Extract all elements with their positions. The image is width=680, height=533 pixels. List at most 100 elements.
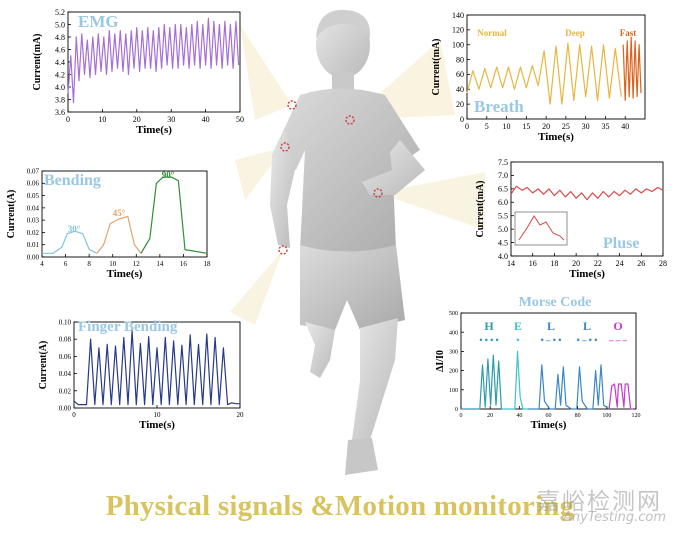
pulse-xtick-label: 16 bbox=[529, 259, 537, 268]
emg-title: EMG bbox=[78, 12, 119, 31]
morse-xtick-label: 100 bbox=[602, 413, 611, 419]
finger-ytick-label: 0.10 bbox=[59, 318, 72, 326]
beam-emg bbox=[240, 25, 292, 120]
breath-xtick-label: 20 bbox=[542, 122, 550, 131]
morse-xtick-label: 20 bbox=[487, 413, 493, 419]
breath-xlabel: Time(s) bbox=[538, 131, 574, 143]
morse-ytick-label: 400 bbox=[449, 330, 458, 336]
pulse-ytick-label: 4.5 bbox=[498, 238, 508, 247]
morse-ylabel: ΔI/I0 bbox=[435, 350, 446, 372]
breath-ylabel: Current(mA) bbox=[431, 38, 442, 95]
emg-ytick-label: 4.2 bbox=[55, 70, 65, 79]
emg-ytick-label: 3.8 bbox=[55, 95, 65, 104]
bending-xlabel: Time(s) bbox=[107, 268, 143, 280]
breath-ytick-label: 60 bbox=[456, 70, 464, 79]
finger-ytick-label: 0.04 bbox=[59, 370, 72, 378]
breath-ytick-label: 40 bbox=[456, 85, 464, 94]
emg-xtick-label: 40 bbox=[202, 115, 210, 124]
neck bbox=[332, 72, 354, 92]
breath-title: Breath bbox=[474, 97, 524, 116]
breath-xtick-label: 10 bbox=[503, 122, 511, 131]
bending-ylabel: Current(A) bbox=[6, 190, 17, 239]
bending-frame bbox=[41, 170, 208, 258]
morse-ytick-label: 200 bbox=[449, 369, 458, 375]
emg-xtick-label: 50 bbox=[236, 115, 244, 124]
morse-series-3 bbox=[608, 383, 634, 410]
bending-xtick-label: 14 bbox=[156, 260, 164, 268]
bending-series-0 bbox=[42, 230, 98, 254]
bending-xtick-label: 16 bbox=[180, 260, 188, 268]
breath-annotation: Deep bbox=[565, 28, 585, 38]
morse-ytick-label: 500 bbox=[449, 311, 458, 317]
morse-xtick-label: 120 bbox=[632, 413, 641, 419]
sensor-finger bbox=[278, 245, 288, 255]
finger-xtick-label: 10 bbox=[154, 411, 162, 419]
breath-annotation: Normal bbox=[477, 28, 507, 38]
right-leg bbox=[352, 318, 398, 440]
chart-morse: 0 20 40 60 80 100 120 0 100 200 300 400 500 Time(s) ΔI… bbox=[435, 295, 641, 431]
pulse-ylabel: Current(mA) bbox=[475, 180, 486, 237]
morse-title: Morse Code bbox=[519, 295, 592, 310]
bending-series-1 bbox=[96, 215, 142, 254]
watermark-chinese: 嘉峪检测网 bbox=[537, 489, 662, 515]
pulse-series-0 bbox=[510, 185, 664, 201]
emg-ytick-label: 4.0 bbox=[55, 83, 65, 92]
pulse-inset bbox=[514, 211, 568, 246]
emg-xtick-label: 30 bbox=[167, 115, 175, 124]
bending-xtick-label: 4 bbox=[40, 260, 44, 268]
morse-code: • • • • bbox=[479, 335, 498, 345]
morse-series-2 bbox=[528, 364, 610, 410]
breath-ytick-label: 20 bbox=[456, 100, 464, 109]
breath-ytick-label: 0 bbox=[460, 115, 464, 124]
breath-annotation: Fast bbox=[620, 28, 637, 38]
morse-ytick-label: 0 bbox=[455, 407, 458, 413]
head bbox=[316, 12, 370, 78]
bending-ytick-label: 0.07 bbox=[27, 167, 40, 175]
chart-finger: 0 10 20 0.00 0.02 0.04 0.06 0.08 0.10 Time(s) Curr… bbox=[38, 318, 244, 431]
footer-title: Physical signals &Motion monitoring bbox=[105, 490, 575, 522]
finger-ylabel: Current(A) bbox=[38, 341, 49, 390]
breath-frame bbox=[466, 14, 646, 120]
pulse-xtick-label: 26 bbox=[637, 259, 645, 268]
bending-xtick-label: 8 bbox=[87, 260, 91, 268]
pulse-ytick-label: 7.5 bbox=[498, 158, 508, 167]
pulse-ytick-label: 5.0 bbox=[498, 225, 508, 234]
pulse-inset-frame bbox=[514, 211, 568, 246]
breath-ytick-label: 100 bbox=[452, 41, 464, 50]
sensor-markers bbox=[278, 100, 383, 255]
morse-letter: H bbox=[484, 319, 494, 333]
morse-ytick-label: 300 bbox=[449, 350, 458, 356]
breath-xtick-label: 25 bbox=[562, 122, 570, 131]
pulse-xtick-label: 18 bbox=[550, 259, 558, 268]
left-arm bbox=[270, 130, 296, 248]
bending-xtick-label: 10 bbox=[109, 260, 117, 268]
bending-ytick-label: 0.05 bbox=[27, 192, 40, 200]
breath-xtick-label: 15 bbox=[522, 122, 530, 131]
morse-letter: E bbox=[514, 319, 522, 333]
chart-breath: 0 5 10 15 20 25 30 35 40 0 20 40 60 80 100 120 140 Time(s… bbox=[431, 11, 646, 143]
chart-bending: 4 6 8 10 12 14 16 18 0.00 0.01 0.02 0.03 0.04 0.05 0.0… bbox=[6, 167, 211, 280]
chart-pulse: 14 16 18 20 22 24 26 28 4.0 4.5 5.0 5.5 6.0 6.5 7.0 7.5… bbox=[475, 158, 667, 280]
sensor-elbow bbox=[280, 142, 290, 152]
pulse-xtick-label: 24 bbox=[616, 259, 624, 268]
right-shoe bbox=[345, 438, 378, 475]
bending-ytick-label: 0.03 bbox=[27, 217, 40, 225]
sensor-wrist bbox=[373, 188, 383, 198]
morse-code: • – • • bbox=[541, 335, 562, 345]
morse-letter: L bbox=[547, 319, 555, 333]
morse-series-1 bbox=[501, 350, 529, 410]
morse-xlabel: Time(s) bbox=[531, 419, 567, 431]
morse-xtick-label: 40 bbox=[516, 413, 522, 419]
bending-title: Bending bbox=[44, 172, 101, 189]
finger-ytick-label: 0.06 bbox=[59, 353, 72, 361]
finger-title: Finger Bending bbox=[78, 319, 178, 335]
morse-xtick-label: 60 bbox=[546, 413, 552, 419]
finger-ytick-label: 0.00 bbox=[59, 404, 72, 412]
emg-ytick-label: 5.0 bbox=[55, 20, 65, 29]
breath-xtick-label: 0 bbox=[465, 122, 469, 131]
breath-xtick-label: 5 bbox=[485, 122, 489, 131]
emg-ylabel: Current(mA) bbox=[32, 33, 43, 90]
left-leg bbox=[305, 322, 335, 378]
